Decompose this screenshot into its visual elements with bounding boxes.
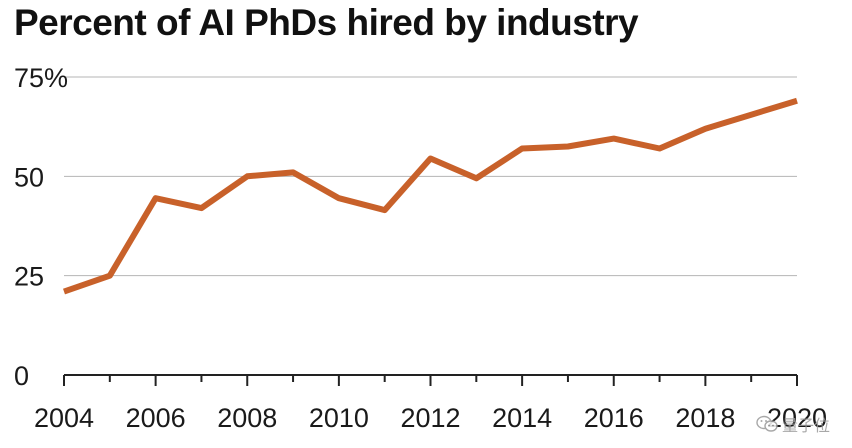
x-tick-label-2018: 2018 bbox=[675, 403, 735, 433]
y-tick-label-50: 50 bbox=[14, 162, 44, 192]
y-tick-label-75: 75% bbox=[14, 63, 68, 93]
y-axis-tick-labels: 75% 50 25 0 bbox=[14, 63, 68, 391]
x-tick-label-2016: 2016 bbox=[584, 403, 644, 433]
x-tick-label-2014: 2014 bbox=[492, 403, 552, 433]
chart-title: Percent of AI PhDs hired by industry bbox=[14, 2, 639, 43]
watermark: 量子位 bbox=[756, 412, 830, 436]
gridlines bbox=[64, 76, 797, 277]
x-tick-label-2008: 2008 bbox=[217, 403, 277, 433]
x-tick-label-2010: 2010 bbox=[309, 403, 369, 433]
x-tick-label-2012: 2012 bbox=[400, 403, 460, 433]
wechat-icon bbox=[756, 415, 778, 432]
series-layer bbox=[63, 97, 798, 295]
y-tick-label-25: 25 bbox=[14, 262, 44, 292]
x-tick-label-2004: 2004 bbox=[34, 403, 94, 433]
y-tick-label-0: 0 bbox=[14, 361, 29, 391]
x-tick-label-2006: 2006 bbox=[126, 403, 186, 433]
watermark-text: 量子位 bbox=[781, 416, 830, 435]
x-axis: 2004 2006 2008 2010 2012 2014 2016 2018 2020 bbox=[34, 374, 827, 433]
series-line-0 bbox=[63, 97, 798, 295]
